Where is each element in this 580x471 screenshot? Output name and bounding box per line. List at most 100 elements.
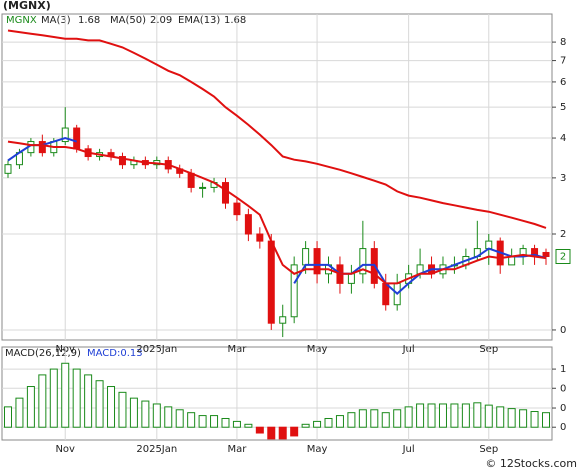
footer: © 12Stocks.com — [485, 457, 577, 470]
macd-bar — [324, 417, 333, 428]
candle-body — [38, 141, 46, 154]
x-tick-label: Sep — [479, 444, 498, 455]
y-tick-label: 0 — [560, 325, 566, 336]
x-tick-label: Mar — [227, 444, 247, 455]
macd-bar — [255, 426, 264, 434]
macd-bar — [358, 409, 367, 428]
y-tick-label: 0 — [560, 403, 566, 414]
macd-bar — [175, 409, 184, 428]
macd-bar — [38, 374, 47, 428]
macd-bar — [221, 417, 230, 428]
macd-bar — [49, 368, 58, 428]
macd-panel — [1, 346, 553, 441]
candle-body — [61, 127, 69, 143]
legend-symbol: MGNX — [6, 15, 37, 26]
macd-bar — [507, 408, 516, 428]
macd-bar — [107, 386, 116, 428]
macd-bar — [118, 391, 127, 428]
macd-bar — [267, 426, 276, 440]
macd-bar — [187, 412, 196, 428]
macd-bar — [416, 403, 425, 428]
candle-body — [302, 248, 310, 266]
price-panel — [1, 13, 553, 341]
macd-bar — [152, 403, 161, 428]
y-tick-label: 0 — [560, 383, 566, 394]
y-tick-label: 6 — [560, 77, 566, 88]
macd-bar — [370, 409, 379, 428]
macd-bar — [542, 412, 550, 428]
macd-bar — [95, 380, 104, 428]
macd-bar — [404, 406, 413, 428]
candle-body — [313, 248, 321, 275]
price-tag-box — [555, 248, 571, 264]
y-tick-label: 4 — [560, 133, 566, 144]
legend-value: 1.68 — [78, 15, 100, 26]
macd-bar — [393, 409, 402, 428]
macd-bar — [461, 403, 470, 428]
macd-bar — [210, 415, 219, 428]
macd-bar — [72, 368, 81, 428]
macd-bar — [15, 397, 24, 428]
legend-label: MA(50) — [110, 15, 146, 26]
candle-body — [244, 214, 252, 235]
macd-bar — [530, 411, 539, 428]
legend-value: 2.09 — [150, 15, 172, 26]
candle-body — [279, 316, 287, 324]
macd-bar — [313, 420, 322, 428]
macd-bar — [519, 409, 528, 428]
macd-bar — [244, 423, 253, 428]
candle-body — [233, 202, 241, 216]
macd-legend: MACD(26,12,9) — [5, 348, 81, 359]
x-tick-label: Jul — [402, 444, 415, 455]
candle-body — [359, 248, 367, 275]
legend-value: 1.68 — [224, 15, 246, 26]
series-line — [7, 140, 547, 285]
macd-bar — [141, 400, 150, 428]
y-tick-label: 0 — [560, 422, 566, 433]
macd-value: MACD:0.13 — [87, 348, 143, 359]
macd-bar — [232, 420, 241, 428]
x-tick-label: May — [307, 444, 328, 455]
macd-bar — [438, 403, 447, 428]
macd-bar — [290, 426, 299, 437]
macd-bar — [198, 415, 207, 428]
y-tick-label: 8 — [560, 37, 566, 48]
candle-body — [485, 240, 493, 250]
macd-bar — [335, 415, 344, 428]
candle-body — [267, 240, 275, 324]
macd-bar — [84, 374, 93, 428]
y-tick-label: 5 — [560, 102, 566, 113]
macd-bar — [301, 423, 310, 428]
x-tick-label: Nov — [55, 444, 75, 455]
y-tick-label: 3 — [560, 173, 566, 184]
candle-body — [187, 172, 195, 188]
candle-body — [4, 164, 12, 174]
candle-body — [221, 182, 229, 204]
macd-bar — [164, 406, 173, 428]
candle-body — [347, 273, 355, 284]
title: (MGNX) — [3, 0, 51, 12]
macd-bar — [278, 426, 287, 440]
y-tick-label: 7 — [560, 56, 566, 67]
macd-bar — [347, 412, 356, 428]
macd-bar — [381, 412, 390, 428]
candle-body — [199, 186, 207, 189]
macd-bar — [450, 403, 459, 428]
y-tick-label: 2 — [560, 229, 566, 240]
candle-body — [118, 156, 126, 166]
x-tick-label: 2025Jan — [136, 444, 177, 455]
macd-bar — [61, 362, 70, 428]
candle-body — [542, 251, 550, 257]
y-tick-label: 1 — [560, 364, 566, 375]
candle-body — [256, 233, 264, 242]
series-line — [7, 29, 547, 229]
macd-bar — [484, 404, 493, 428]
macd-bar — [473, 402, 482, 428]
macd-bar — [26, 386, 35, 428]
legend-label: EMA(13) — [178, 15, 220, 26]
macd-bar — [4, 406, 12, 428]
candle-body — [290, 264, 298, 318]
candle-body — [73, 127, 81, 150]
macd-bar — [496, 406, 505, 428]
